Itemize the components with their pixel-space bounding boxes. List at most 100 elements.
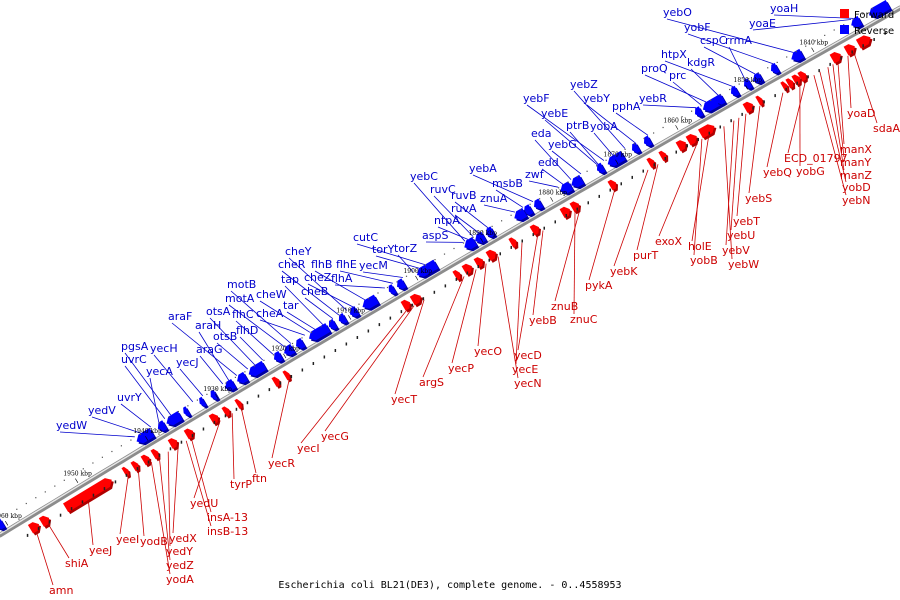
forward-gene-arrow[interactable] (140, 454, 152, 468)
gene-label-flhd[interactable]: flhD (236, 324, 264, 361)
reverse-gene-arrow[interactable] (607, 150, 628, 169)
gene-label-yebn[interactable]: yebN (813, 74, 871, 207)
reverse-gene-arrow[interactable] (199, 396, 209, 409)
gene-label-yobb[interactable]: yobB (690, 138, 718, 267)
forward-gene-arrow[interactable] (221, 406, 232, 419)
forward-gene-arrow[interactable] (742, 101, 755, 115)
gene-label-many[interactable]: manY (832, 64, 872, 169)
gene-label-znuc[interactable]: znuC (570, 211, 598, 326)
reverse-gene-arrow[interactable] (486, 226, 498, 240)
gene-label-yecd[interactable]: yecD (514, 233, 542, 362)
gene-label-yece[interactable]: yecE (512, 242, 538, 376)
forward-gene-arrow[interactable] (409, 293, 423, 308)
reverse-gene-arrow[interactable] (309, 323, 333, 343)
gene-label-sdaa[interactable]: sdaA (853, 52, 900, 135)
forward-gene-arrow[interactable] (485, 249, 498, 263)
gene-label-ruva[interactable]: ruvA (451, 202, 480, 234)
gene-label-araf[interactable]: araF (168, 310, 238, 376)
gene-label-yebf[interactable]: yebF (523, 92, 605, 161)
gene-label-yebk[interactable]: yebK (610, 169, 649, 278)
forward-gene-arrow[interactable] (167, 438, 180, 451)
gene-label-yeba[interactable]: yebA (469, 162, 534, 202)
gene-label-amn[interactable]: amn (35, 531, 73, 598)
forward-gene-arrow[interactable] (658, 150, 669, 164)
forward-gene-arrow[interactable] (234, 398, 244, 411)
gene-label-ruvc[interactable]: ruvC (430, 183, 474, 237)
reverse-gene-arrow[interactable] (524, 204, 536, 218)
gene-label-flhe[interactable]: flhE (336, 258, 393, 284)
gene-label-uvrc[interactable]: uvrC (121, 353, 166, 419)
reverse-gene-arrow[interactable] (0, 518, 8, 532)
forward-gene-arrow[interactable] (685, 134, 699, 148)
gene-label-yeei[interactable]: yeeI (116, 475, 139, 546)
forward-gene-arrow[interactable] (698, 124, 717, 141)
gene-label-ppha[interactable]: pphA (612, 100, 649, 136)
reverse-gene-arrow[interactable] (791, 48, 807, 63)
forward-gene-arrow[interactable] (829, 52, 843, 66)
forward-gene-arrow[interactable] (855, 35, 873, 51)
reverse-gene-arrow[interactable] (417, 259, 441, 279)
gene-label-yect[interactable]: yecT (391, 299, 425, 406)
reverse-gene-arrow[interactable] (166, 411, 185, 428)
gene-label-msbb[interactable]: msbB (492, 177, 524, 208)
gene-label-yobg[interactable]: yobG (796, 83, 825, 178)
gene-label-rrma[interactable]: rrmA (725, 34, 752, 80)
forward-gene-arrow[interactable] (785, 78, 796, 91)
gene-label-tyrp[interactable]: tyrP (230, 413, 252, 491)
forward-gene-arrow[interactable] (208, 413, 221, 427)
reverse-gene-arrow[interactable] (731, 85, 742, 99)
reverse-gene-arrow[interactable] (464, 237, 480, 252)
reverse-gene-arrow[interactable] (475, 231, 489, 246)
gene-label-yebc[interactable]: yebC (410, 170, 466, 242)
gene-label-yeej[interactable]: yeeJ (87, 499, 112, 557)
gene-label-insa-13[interactable]: insA-13 (190, 437, 248, 524)
gene-label-yoad[interactable]: yoaD (847, 55, 875, 120)
forward-gene-arrow[interactable] (607, 179, 619, 193)
gene-label-prc[interactable]: prc (669, 69, 702, 106)
gene-label-flha[interactable]: flhA (331, 272, 385, 289)
gene-label-yeco[interactable]: yecO (474, 263, 502, 358)
forward-gene-arrow[interactable] (27, 522, 41, 536)
gene-label-yoae[interactable]: yoaE (749, 17, 852, 31)
gene-label-eda[interactable]: eda (531, 127, 572, 180)
gene-label-chew[interactable]: cheW (256, 288, 311, 333)
reverse-gene-arrow[interactable] (514, 207, 530, 223)
gene-label-yecr[interactable]: yecR (268, 379, 295, 470)
gene-label-ptrb[interactable]: ptrB (566, 119, 599, 165)
gene-label-yeca[interactable]: yecA (146, 365, 173, 423)
gene-label-ntpa[interactable]: ntpA (434, 214, 469, 240)
forward-gene-arrow[interactable] (675, 140, 688, 154)
forward-gene-arrow[interactable] (271, 376, 282, 389)
reverse-gene-arrow[interactable] (397, 278, 409, 292)
gene-label-yodb[interactable]: yodB (137, 469, 168, 548)
gene-label-cspc[interactable]: cspC (700, 34, 756, 75)
gene-label-otsa[interactable]: otsA (206, 305, 256, 366)
gene-label-yedx[interactable]: yedX (169, 445, 197, 545)
gene-label-yecj[interactable]: yecJ (176, 356, 204, 397)
gene-label-yebs[interactable]: yebS (745, 105, 772, 205)
reverse-gene-arrow[interactable] (248, 360, 269, 379)
gene-label-hole[interactable]: holE (688, 134, 712, 253)
gene-label-torz[interactable]: torZ (394, 242, 418, 272)
gene-label-args[interactable]: argS (419, 276, 465, 389)
forward-gene-arrow[interactable] (150, 448, 161, 462)
gene-label-exox[interactable]: exoX (655, 141, 699, 248)
forward-gene-arrow[interactable] (508, 237, 519, 250)
gene-label-yoda[interactable]: yodA (150, 461, 194, 586)
reverse-gene-arrow[interactable] (695, 106, 706, 119)
gene-label-yoba[interactable]: yobA (590, 120, 618, 156)
gene-label-yecm[interactable]: yecM (359, 259, 403, 278)
gene-label-arah[interactable]: araH (195, 319, 230, 381)
gene-label-yecg[interactable]: yecG (321, 305, 415, 443)
gene-label-motb[interactable]: motB (227, 278, 292, 344)
reverse-gene-arrow[interactable] (771, 62, 782, 76)
gene-label-kdgr[interactable]: kdgR (687, 56, 719, 96)
reverse-gene-arrow[interactable] (851, 15, 865, 30)
forward-gene-arrow[interactable] (38, 515, 52, 529)
gene-label-yebe[interactable]: yebE (541, 107, 598, 165)
gene-label-purt[interactable]: purT (633, 164, 658, 262)
gene-label-ecd-01797[interactable]: ECD_01797 (784, 79, 848, 165)
forward-gene-arrow[interactable] (130, 461, 141, 474)
gene-label-pgsa[interactable]: pgsA (121, 340, 172, 416)
reverse-gene-arrow[interactable] (338, 313, 350, 326)
